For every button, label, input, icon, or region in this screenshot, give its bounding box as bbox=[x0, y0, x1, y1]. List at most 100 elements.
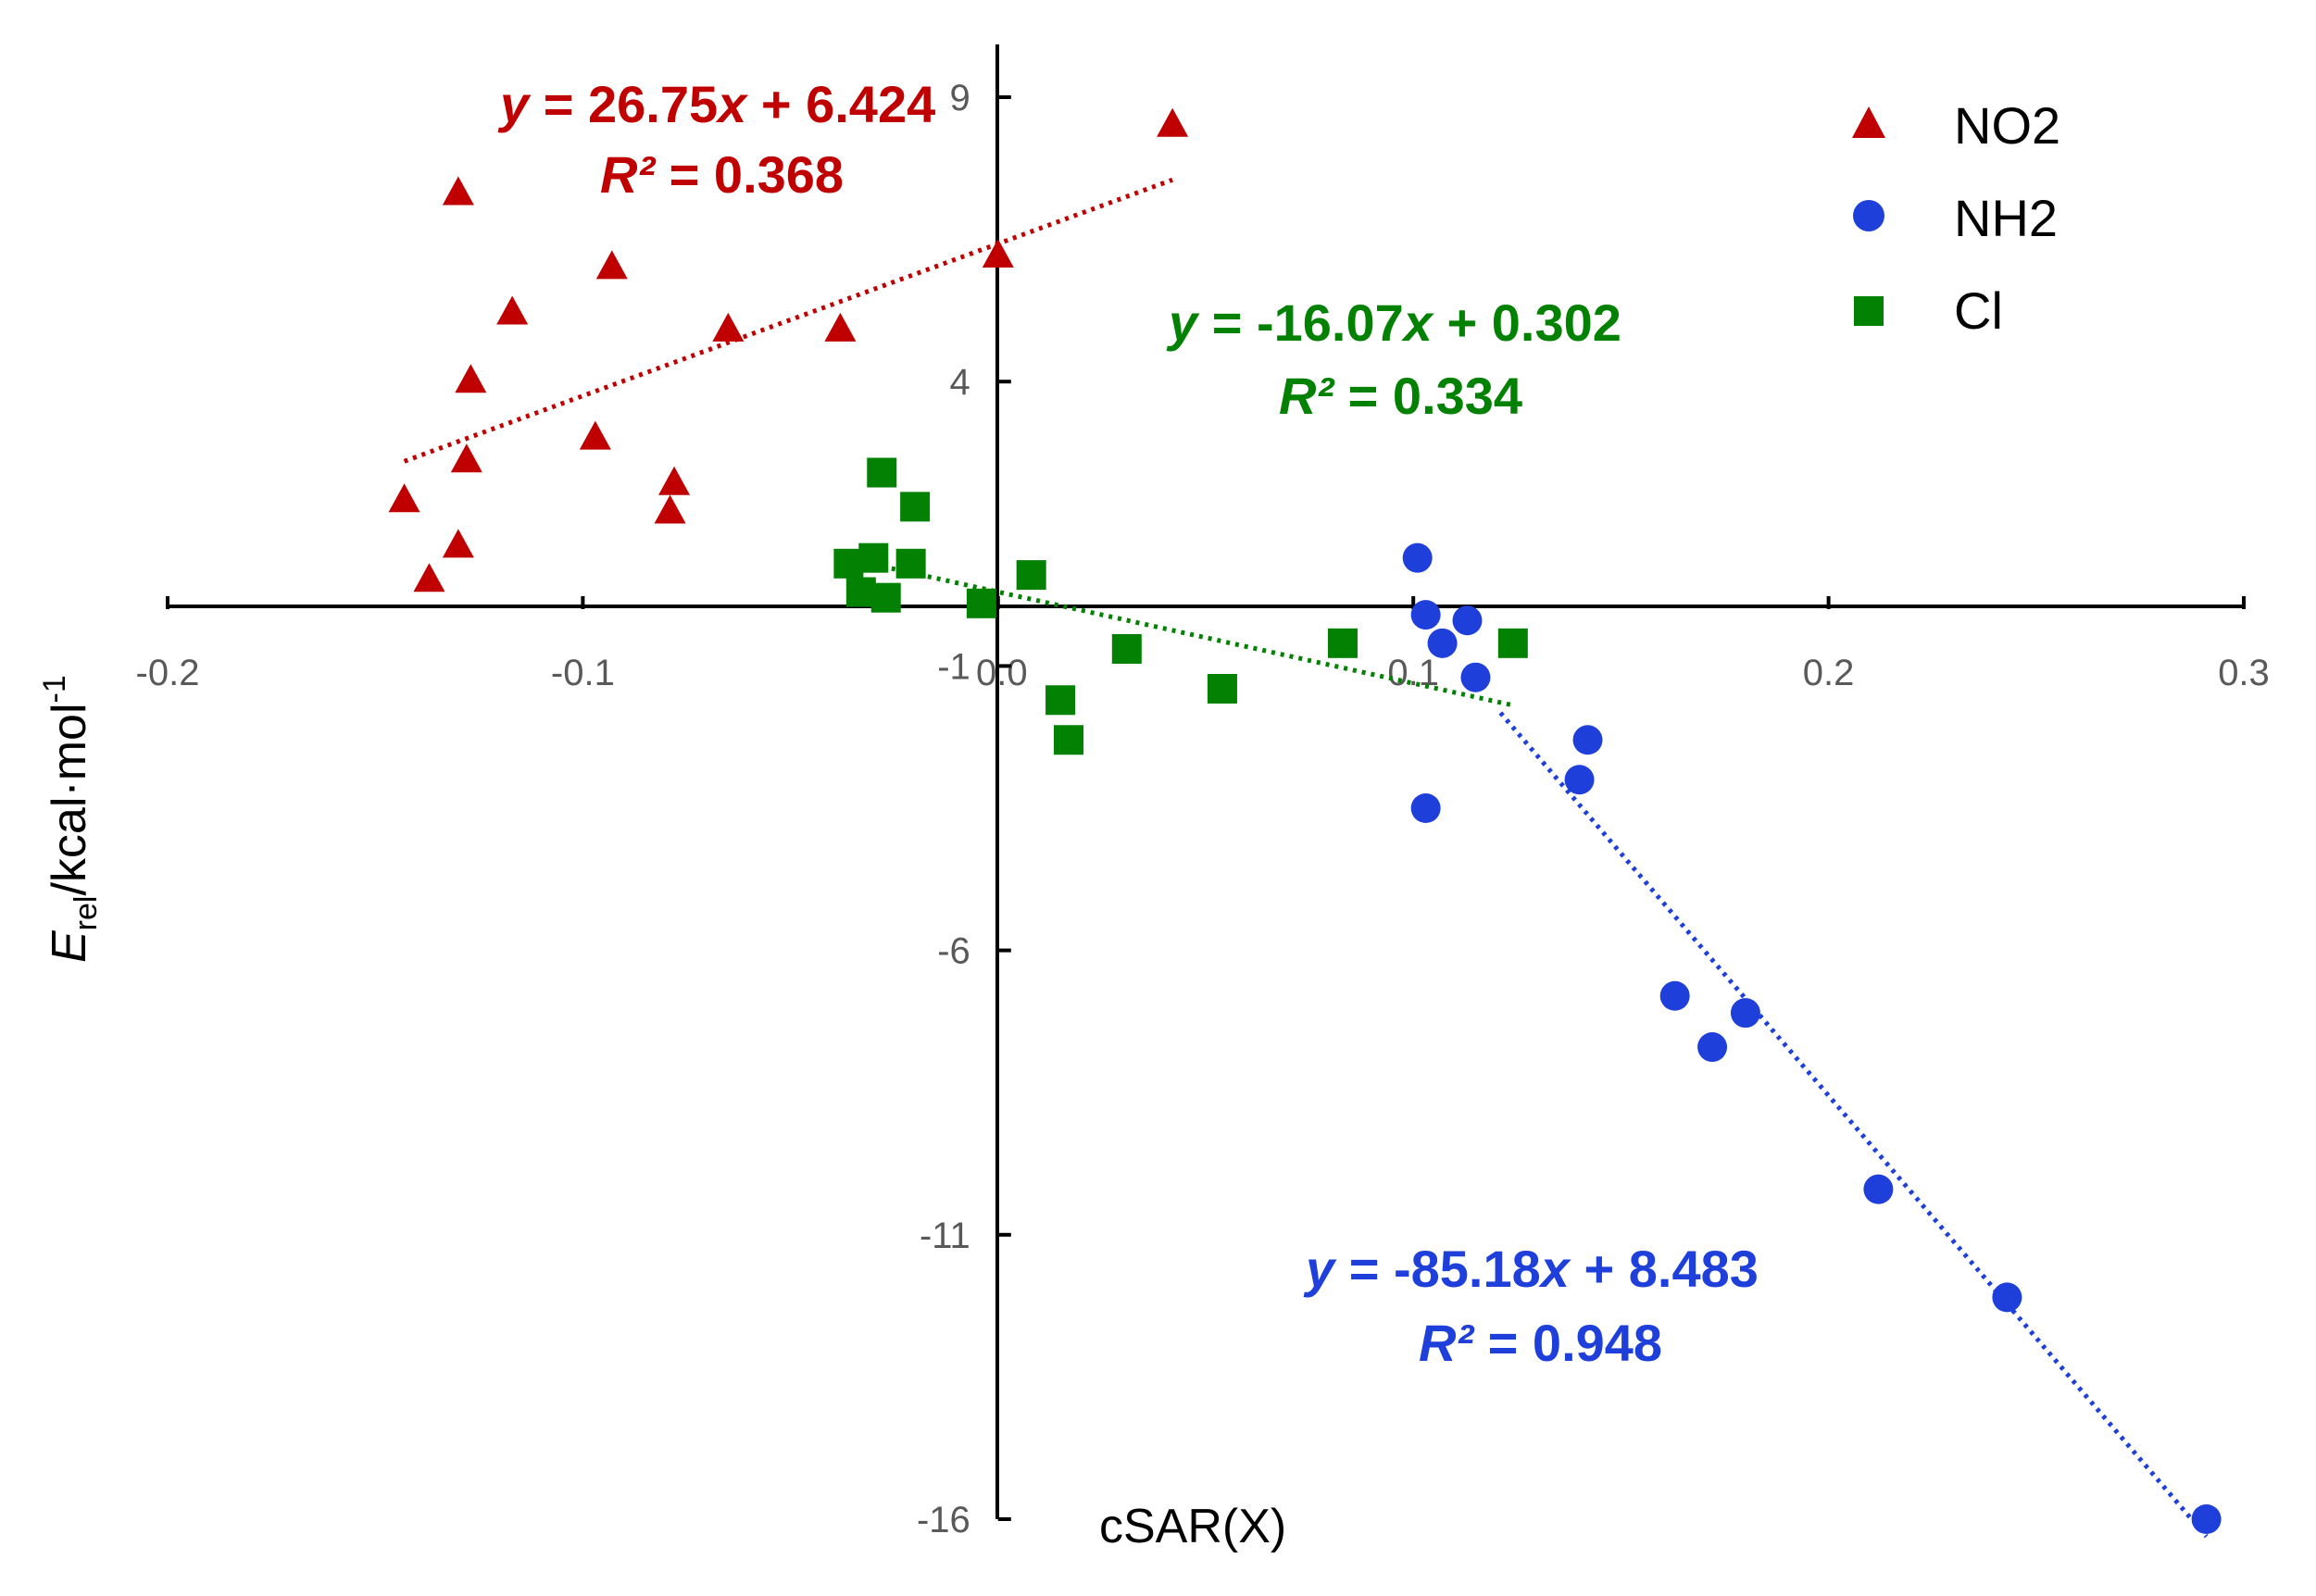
point-nh2 bbox=[1564, 765, 1595, 795]
point-nh2 bbox=[1452, 605, 1483, 636]
eq-cl-intercept: + 0.302 bbox=[1446, 293, 1621, 352]
x-axis-title: cSAR(X) bbox=[1099, 1500, 1286, 1553]
svg-text:R² = 0.948: R² = 0.948 bbox=[1419, 1314, 1662, 1372]
svg-text:y = -85.18x + 8.483: y = -85.18x + 8.483 bbox=[1303, 1240, 1759, 1298]
y-tick-label: -6 bbox=[937, 931, 970, 972]
eq-cl-y: y bbox=[1166, 293, 1200, 352]
trendline-no2 bbox=[403, 177, 1173, 464]
point-no2 bbox=[712, 312, 745, 342]
point-no2 bbox=[595, 250, 628, 280]
legend-marker-cl bbox=[1854, 296, 1884, 326]
trendline-nh2 bbox=[1498, 711, 2209, 1539]
data-points bbox=[388, 107, 2222, 1534]
eq-nh2-x: x bbox=[1538, 1240, 1572, 1298]
svg-text:y = 26.75x + 6.424: y = 26.75x + 6.424 bbox=[497, 75, 935, 133]
x-tick-label: 0.1 bbox=[1387, 653, 1439, 693]
point-cl bbox=[833, 548, 864, 579]
eq-no2-r2-label: R² bbox=[600, 145, 656, 204]
point-cl bbox=[858, 542, 889, 573]
y-tick-label: -11 bbox=[920, 1216, 970, 1256]
point-nh2 bbox=[1992, 1282, 2022, 1313]
trendlines bbox=[403, 177, 2209, 1539]
legend-label-no2: NO2 bbox=[1954, 96, 2060, 155]
point-no2 bbox=[824, 312, 857, 342]
y-tick-label: 9 bbox=[950, 78, 970, 118]
legend-label-cl: Cl bbox=[1954, 281, 2003, 340]
svg-text:R² = 0.334: R² = 0.334 bbox=[1279, 367, 1522, 425]
point-cl bbox=[870, 582, 901, 613]
point-nh2 bbox=[2191, 1504, 2222, 1534]
x-tick-label: 0.0 bbox=[976, 653, 1028, 693]
point-cl bbox=[1045, 685, 1076, 716]
y-axis-title-sup: -1 bbox=[37, 675, 72, 703]
eq-no2-x: x bbox=[715, 75, 749, 133]
equation-no2: y = 26.75x + 6.424 R² = 0.368 bbox=[497, 75, 935, 204]
x-tick-label: 0.2 bbox=[1803, 653, 1855, 693]
x-tick-label: -0.2 bbox=[136, 653, 200, 693]
point-nh2 bbox=[1410, 600, 1441, 630]
eq-nh2-y: y bbox=[1303, 1240, 1337, 1298]
eq-nh2-intercept: + 8.483 bbox=[1584, 1240, 1758, 1298]
point-cl bbox=[1497, 628, 1528, 658]
eq-cl-x: x bbox=[1401, 293, 1435, 352]
eq-no2-r2: = 0.368 bbox=[670, 145, 844, 204]
point-no2 bbox=[442, 176, 474, 206]
point-nh2 bbox=[1410, 793, 1441, 823]
eq-no2-intercept: + 6.424 bbox=[761, 75, 935, 133]
point-cl bbox=[867, 457, 897, 488]
equation-cl: y = -16.07x + 0.302 R² = 0.334 bbox=[1166, 293, 1621, 425]
point-cl bbox=[1016, 560, 1046, 591]
svg-text:R² = 0.368: R² = 0.368 bbox=[600, 145, 844, 204]
point-cl bbox=[895, 548, 926, 579]
point-cl bbox=[966, 588, 996, 618]
legend-marker-no2 bbox=[1852, 106, 1885, 138]
point-no2 bbox=[654, 494, 686, 524]
y-axis-title: Erel/kcal·mol-1 bbox=[37, 675, 104, 963]
point-no2 bbox=[450, 443, 482, 473]
point-cl bbox=[1111, 633, 1142, 664]
eq-nh2-r2-label: R² bbox=[1419, 1314, 1474, 1372]
eq-cl-r2-label: R² bbox=[1279, 367, 1334, 425]
point-no2 bbox=[1157, 107, 1189, 137]
point-no2 bbox=[982, 239, 1014, 268]
svg-text:y = -16.07x + 0.302: y = -16.07x + 0.302 bbox=[1166, 293, 1621, 352]
point-no2 bbox=[455, 364, 487, 393]
x-axis: -0.2 -0.1 0.1 0.2 0.3 0.0 bbox=[136, 595, 2270, 693]
point-nh2 bbox=[1730, 998, 1760, 1029]
equation-nh2: y = -85.18x + 8.483 R² = 0.948 bbox=[1303, 1240, 1759, 1372]
y-tick-label: -16 bbox=[917, 1500, 970, 1540]
point-cl bbox=[1207, 673, 1237, 704]
point-no2 bbox=[413, 563, 445, 592]
point-cl bbox=[900, 492, 931, 522]
point-cl bbox=[1054, 725, 1084, 755]
eq-nh2-r2: = 0.948 bbox=[1488, 1314, 1662, 1372]
y-axis-title-sub: rel bbox=[69, 896, 104, 931]
point-no2 bbox=[442, 529, 474, 558]
point-nh2 bbox=[1402, 542, 1433, 573]
y-axis-title-rest: /kcal·mol bbox=[43, 703, 96, 895]
legend-label-nh2: NH2 bbox=[1954, 189, 2058, 247]
point-no2 bbox=[658, 466, 691, 495]
point-no2 bbox=[579, 420, 611, 450]
point-no2 bbox=[496, 295, 529, 325]
point-nh2 bbox=[1863, 1174, 1894, 1204]
point-nh2 bbox=[1460, 662, 1491, 692]
eq-cl-slope: = -16.07 bbox=[1212, 293, 1404, 352]
point-cl bbox=[1327, 628, 1358, 658]
point-no2 bbox=[388, 483, 420, 513]
point-nh2 bbox=[1427, 628, 1458, 658]
point-nh2 bbox=[1659, 980, 1690, 1011]
y-axis: 9 4 -1 -6 -11 -16 bbox=[917, 44, 1011, 1540]
x-tick-label: 0.3 bbox=[2218, 653, 2270, 693]
point-cl bbox=[845, 577, 876, 607]
legend-marker-nh2 bbox=[1853, 200, 1884, 231]
y-tick-label: 4 bbox=[950, 362, 970, 403]
eq-cl-r2: = 0.334 bbox=[1348, 367, 1522, 425]
y-axis-title-main: E bbox=[43, 929, 96, 963]
x-tick-label: -0.1 bbox=[551, 653, 615, 693]
trendline-cl bbox=[872, 562, 1514, 708]
point-nh2 bbox=[1697, 1032, 1728, 1063]
eq-no2-slope: = 26.75 bbox=[544, 75, 718, 133]
eq-nh2-slope: = -85.18 bbox=[1349, 1240, 1541, 1298]
